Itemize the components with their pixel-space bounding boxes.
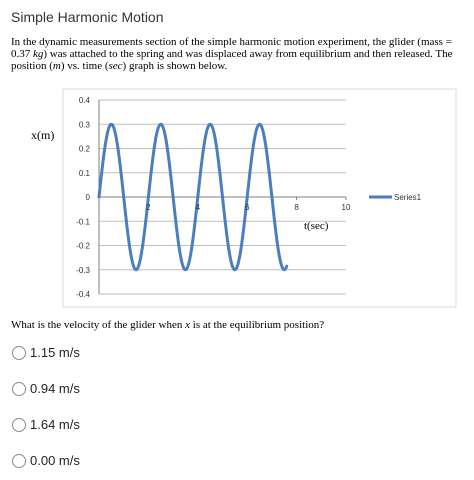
y-tick-label: 0.3: [79, 120, 91, 129]
question-prompt: What is the velocity of the glider when …: [11, 319, 324, 331]
time-unit: sec: [108, 60, 123, 72]
legend-label: Series1: [394, 193, 422, 202]
answer-label: 0.94 m/s: [30, 381, 80, 396]
answer-option-4[interactable]: 0.00 m/s: [12, 453, 80, 468]
y-tick-label: 0.4: [79, 96, 91, 105]
position-unit: m: [52, 60, 61, 72]
prompt-part-2: is at the equilibrium position?: [190, 319, 325, 331]
question-part-2: ) was attached to the spring and was dis…: [11, 48, 453, 72]
x-tick-label: 8: [294, 203, 299, 212]
chart-area: [62, 88, 457, 308]
x-tick-label: 10: [342, 203, 351, 212]
question-text: In the dynamic measurements section of t…: [11, 36, 466, 72]
y-tick-label: -0.4: [76, 290, 90, 299]
answer-label: 1.15 m/s: [30, 345, 80, 360]
x-tick-label: 2: [146, 203, 151, 212]
radio-button[interactable]: [12, 453, 26, 468]
y-axis-title: x(m): [31, 128, 54, 142]
series-line: [97, 122, 289, 272]
answer-option-1[interactable]: 1.15 m/s: [12, 345, 80, 360]
prompt-part-1: What is the velocity of the glider when: [11, 319, 186, 331]
question-part-4: ) graph is shown below.: [122, 60, 228, 72]
question-part-3: ) vs. time (: [60, 60, 109, 72]
radio-button[interactable]: [12, 381, 26, 396]
radio-button[interactable]: [12, 345, 26, 360]
y-tick-label: 0: [86, 193, 91, 202]
y-tick-label: 0.2: [79, 145, 91, 154]
y-tick-label: -0.2: [76, 242, 90, 251]
answer-option-3[interactable]: 1.64 m/s: [12, 417, 80, 432]
x-axis-title: t(sec): [304, 220, 329, 232]
prompt-variable: x: [185, 319, 191, 331]
x-tick-label: 4: [196, 203, 201, 212]
answer-option-2[interactable]: 0.94 m/s: [12, 381, 80, 396]
x-tick-label: 6: [245, 203, 250, 212]
question-part-1: In the dynamic measurements section of t…: [11, 36, 452, 60]
y-tick-label: -0.3: [76, 266, 90, 275]
mass-unit: kg: [33, 48, 44, 60]
page-title: Simple Harmonic Motion: [11, 9, 164, 25]
y-tick-label: 0.1: [79, 169, 91, 178]
radio-button[interactable]: [12, 417, 26, 432]
answer-label: 0.00 m/s: [30, 453, 80, 468]
y-tick-label: -0.1: [76, 217, 90, 226]
answer-label: 1.64 m/s: [30, 417, 80, 432]
